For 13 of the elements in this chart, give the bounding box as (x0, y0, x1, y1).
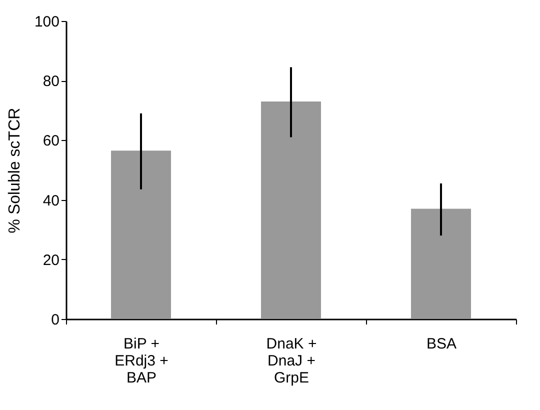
y-tick-label: 0 (51, 312, 60, 328)
x-tick-label: DnaK + DnaJ + GrpE (266, 336, 317, 386)
bar (111, 150, 171, 319)
x-tick-label: BSA (426, 336, 457, 352)
y-tick-label: 80 (42, 73, 60, 90)
y-axis-title: % Soluble scTCR (6, 108, 24, 234)
y-tick-label: 100 (34, 14, 60, 30)
bar (411, 208, 471, 319)
y-tick-label: 60 (42, 132, 60, 150)
bar (261, 101, 321, 319)
x-tick-label: BiP + ERdj3 + BAP (114, 336, 169, 386)
y-tick-label: 40 (42, 192, 60, 210)
y-tick-label: 20 (42, 252, 60, 269)
